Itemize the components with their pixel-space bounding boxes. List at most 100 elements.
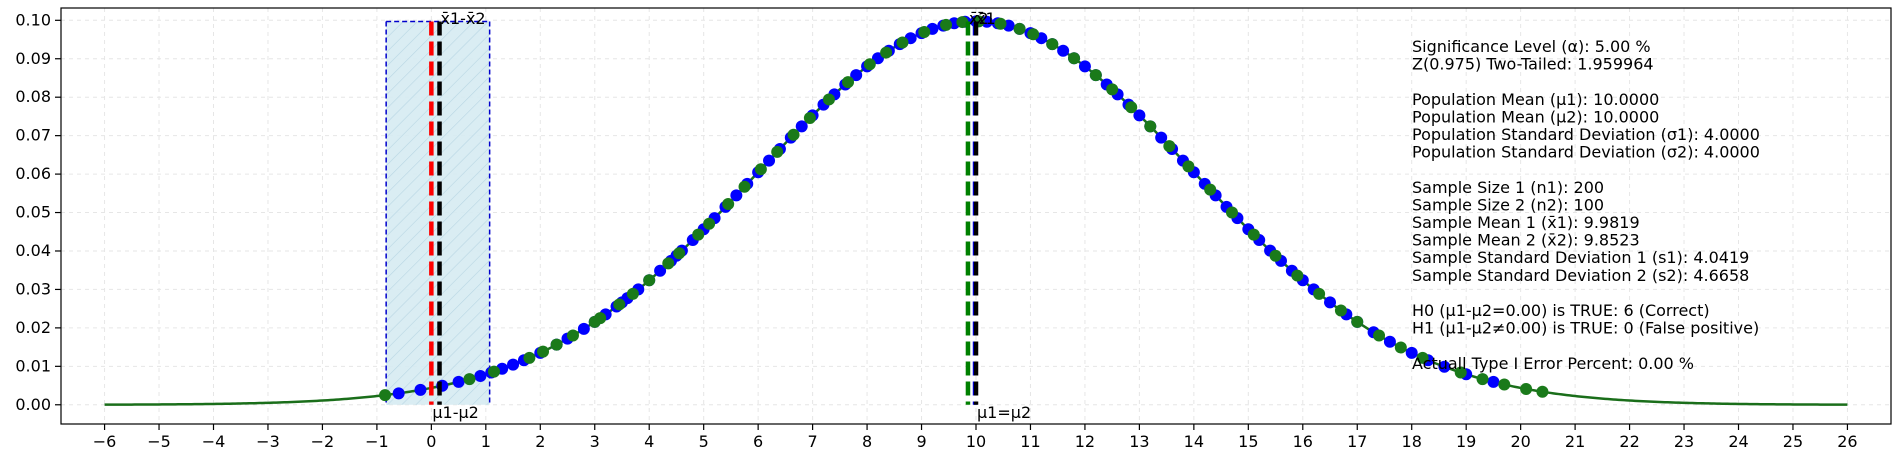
- stats-line: Sample Size 1 (n1): 200: [1412, 178, 1604, 197]
- sample-2-point: [1291, 269, 1304, 282]
- x-tick-label: 4: [644, 432, 654, 451]
- sample-1-point: [1487, 375, 1500, 388]
- sample-2-point: [918, 25, 931, 38]
- sample-1-point: [507, 358, 520, 371]
- stats-line: Actuall Type I Error Percent: 0.00 %: [1412, 354, 1694, 373]
- x-tick-label: 17: [1347, 432, 1367, 451]
- x-tick-label: 20: [1510, 432, 1530, 451]
- sample-2-point: [550, 338, 563, 351]
- stats-line: Z(0.975) Two-Tailed: 1.959964: [1412, 55, 1654, 74]
- reference-label: x̄2: [969, 9, 989, 28]
- sample-2-point: [803, 112, 816, 125]
- reference-label: x̄1: [976, 9, 996, 28]
- y-axis: 0.00 0.01 0.02 0.03 0.04 0.05 0.06 0.07 0.08 0.09…: [15, 10, 61, 414]
- y-tick-label: 0.01: [15, 356, 51, 375]
- stats-line: H1 (μ1-μ2≠0.00) is TRUE: 0 (False positi…: [1412, 319, 1759, 338]
- sample-2-point: [1089, 69, 1102, 82]
- x-tick-label: 26: [1837, 432, 1857, 451]
- x-tick-label: 23: [1674, 432, 1694, 451]
- sample-2-points: [379, 15, 1549, 402]
- x-tick-label: 22: [1619, 432, 1639, 451]
- reference-lines: [429, 21, 979, 405]
- sample-2-point: [787, 128, 800, 141]
- y-tick-label: 0.02: [15, 318, 51, 337]
- x-tick-label: 16: [1293, 432, 1313, 451]
- x-tick-label: −2: [311, 432, 335, 451]
- sample-1-point: [654, 264, 667, 277]
- x-tick-label: 9: [916, 432, 926, 451]
- sample-2-point: [1144, 120, 1157, 133]
- sample-2-point: [994, 17, 1007, 30]
- sample-2-point: [487, 365, 500, 378]
- sample-2-point: [673, 247, 686, 260]
- y-tick-label: 0.06: [15, 164, 51, 183]
- sample-2-point: [754, 163, 767, 176]
- x-tick-label: 14: [1184, 432, 1204, 451]
- sample-2-point: [1454, 366, 1467, 379]
- sample-2-point: [1536, 385, 1549, 398]
- sample-2-point: [1269, 249, 1282, 262]
- y-tick-label: 0.08: [15, 87, 51, 106]
- sample-1-point: [452, 375, 465, 388]
- x-tick-label: 25: [1783, 432, 1803, 451]
- sample-1-point: [730, 189, 743, 202]
- sample-1-point: [577, 322, 590, 335]
- y-tick-label: 0.10: [15, 10, 51, 29]
- sample-2-point: [738, 180, 751, 193]
- sample-2-point: [1373, 329, 1386, 342]
- x-tick-label: 1: [481, 432, 491, 451]
- sample-2-point: [1125, 101, 1138, 114]
- y-tick-label: 0.00: [15, 395, 51, 414]
- sample-1-point: [763, 154, 776, 167]
- sample-1-point: [1078, 60, 1091, 73]
- sample-1-point: [414, 383, 427, 396]
- stats-line: Sample Standard Deviation 1 (s1): 4.0419: [1412, 248, 1749, 267]
- reference-label: μ1-μ2: [432, 403, 479, 422]
- sample-2-point: [1334, 304, 1347, 317]
- sample-2-point: [613, 298, 626, 311]
- sample-2-point: [1027, 28, 1040, 41]
- y-tick-label: 0.07: [15, 126, 51, 145]
- stats-line: Population Mean (μ2): 10.0000: [1412, 107, 1659, 126]
- x-tick-label: 21: [1565, 432, 1585, 451]
- x-tick-label: 5: [699, 432, 709, 451]
- y-tick-label: 0.09: [15, 49, 51, 68]
- sample-1-point: [1324, 296, 1337, 309]
- sample-2-point: [863, 58, 876, 71]
- sample-2-point: [1225, 206, 1238, 219]
- x-tick-label: 19: [1456, 432, 1476, 451]
- sample-2-point: [1351, 315, 1364, 328]
- sample-2-point: [1046, 38, 1059, 51]
- sample-2-point: [956, 16, 969, 29]
- sample-2-point: [1394, 341, 1407, 354]
- x-tick-label: 11: [1020, 432, 1040, 451]
- sample-1-point: [1405, 346, 1418, 359]
- sample-2-point: [1182, 160, 1195, 173]
- x-tick-label: 18: [1402, 432, 1422, 451]
- stats-line: Sample Size 2 (n2): 100: [1412, 195, 1604, 214]
- x-tick-label: 13: [1129, 432, 1149, 451]
- sample-2-point: [771, 145, 784, 158]
- sample-1-point: [474, 369, 487, 382]
- x-tick-label: 15: [1238, 432, 1258, 451]
- reference-labels: μ1-μ2 x̄1-x̄2 x̄2x̄1 μ1=μ2: [432, 9, 1031, 422]
- sample-2-point: [940, 18, 953, 31]
- sample-2-point: [703, 217, 716, 230]
- sample-2-point: [842, 76, 855, 89]
- sample-1-point: [850, 69, 863, 82]
- sample-2-point: [626, 287, 639, 300]
- sample-2-point: [1013, 22, 1026, 35]
- sample-2-point: [537, 345, 550, 358]
- stats-line: Sample Mean 2 (x̄2): 9.8523: [1412, 231, 1640, 250]
- reference-label: x̄1-x̄2: [441, 9, 486, 28]
- sample-2-point: [1476, 373, 1489, 386]
- sample-2-point: [1163, 140, 1176, 153]
- sample-2-point: [566, 329, 579, 342]
- x-tick-label: −5: [147, 432, 171, 451]
- x-tick-label: −6: [93, 432, 117, 451]
- stats-line: Population Standard Deviation (σ1): 4.00…: [1412, 125, 1760, 144]
- sample-1-point: [1155, 131, 1168, 144]
- x-tick-label: −4: [202, 432, 226, 451]
- sample-2-point: [1313, 287, 1326, 300]
- x-tick-label: 6: [753, 432, 763, 451]
